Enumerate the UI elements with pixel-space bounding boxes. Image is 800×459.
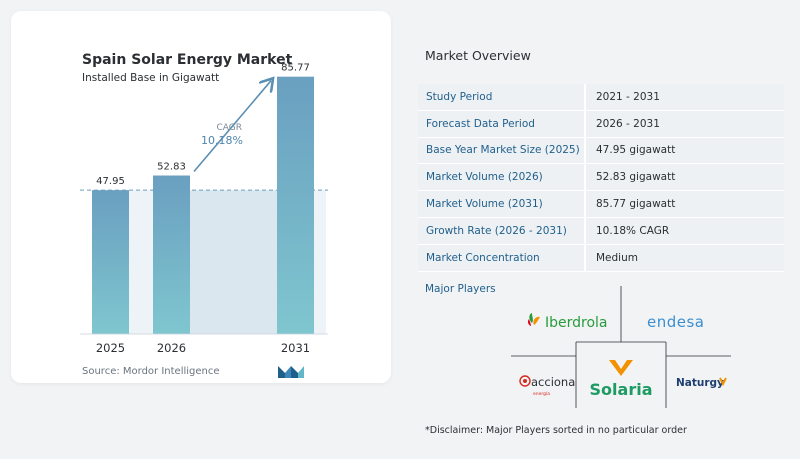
solaria-logo-text: Solaria <box>590 380 653 399</box>
cagr-arrow <box>193 81 271 173</box>
x-tick-label: 2026 <box>157 341 186 355</box>
bar-2031 <box>277 76 314 334</box>
overview-row-value: 10.18% CAGR <box>584 217 784 244</box>
bar-2025 <box>92 190 129 334</box>
chart-source: Source: Mordor Intelligence <box>82 366 220 377</box>
bar-value-label: 47.95 <box>96 176 125 187</box>
cagr-label: CAGR <box>216 123 242 133</box>
svg-text:energía: energía <box>533 390 550 397</box>
naturgy-logo-text: Naturgy <box>676 377 724 389</box>
overview-row-value: 85.77 gigawatt <box>584 191 784 217</box>
overview-row: Base Year Market Size (2025) 47.95 gigawa… <box>418 137 784 165</box>
naturgy-logo: Naturgy <box>676 377 727 389</box>
iberdrola-logo: Iberdrola <box>527 313 608 331</box>
acciona-logo: acciona energía <box>519 375 575 397</box>
overview-row-value: 52.83 gigawatt <box>584 164 784 191</box>
iberdrola-logo-text: Iberdrola <box>545 315 608 331</box>
forecast-shade <box>190 190 277 334</box>
overview-row-value: Medium <box>584 244 784 271</box>
bar-value-label: 52.83 <box>157 162 186 173</box>
overview-row-key: Forecast Data Period <box>418 110 584 137</box>
overview-row: Study Period 2021 - 2031 <box>418 84 784 111</box>
bar-value-label: 85.77 <box>281 63 310 74</box>
overview-title: Market Overview <box>425 48 531 63</box>
overview-row-value: 2021 - 2031 <box>584 84 784 110</box>
endesa-logo-text: endesa <box>647 313 705 331</box>
overview-row-value: 47.95 gigawatt <box>584 137 784 164</box>
overview-row-key: Market Volume (2031) <box>418 191 584 217</box>
chart-title: Spain Solar Energy Market <box>82 52 293 68</box>
overview-row-key: Market Concentration <box>418 244 584 271</box>
x-tick-label: 2025 <box>96 341 125 355</box>
cagr-value: 10.18% <box>201 134 243 147</box>
bar-2026 <box>153 175 190 334</box>
overview-row-key: Study Period <box>418 84 584 110</box>
acciona-logo-text: acciona <box>531 375 575 389</box>
overview-row: Forecast Data Period 2026 - 2031 <box>418 110 784 138</box>
overview-row: Growth Rate (2026 - 2031) 10.18% CAGR <box>418 217 784 245</box>
tail-shade <box>314 190 326 334</box>
overview-row-key: Market Volume (2026) <box>418 164 584 191</box>
overview-row: Market Concentration Medium <box>418 244 784 272</box>
mordor-logo-icon <box>278 366 304 378</box>
overview-row-key: Growth Rate (2026 - 2031) <box>418 217 584 244</box>
gap-shade <box>129 190 153 334</box>
x-tick-label: 2031 <box>281 341 310 355</box>
overview-table: Study Period 2021 - 2031 Forecast Data Per… <box>418 84 784 272</box>
disclaimer-text: *Disclaimer: Major Players sorted in no … <box>425 425 687 436</box>
overview-row-value: 2026 - 2031 <box>584 110 784 137</box>
overview-row: Market Volume (2031) 85.77 gigawatt <box>418 191 784 218</box>
major-players-title: Major Players <box>425 283 496 295</box>
overview-row-key: Base Year Market Size (2025) <box>418 137 584 164</box>
solaria-logo: Solaria <box>590 360 653 399</box>
chart-subtitle: Installed Base in Gigawatt <box>82 72 220 84</box>
overview-row: Market Volume (2026) 52.83 gigawatt <box>418 164 784 192</box>
